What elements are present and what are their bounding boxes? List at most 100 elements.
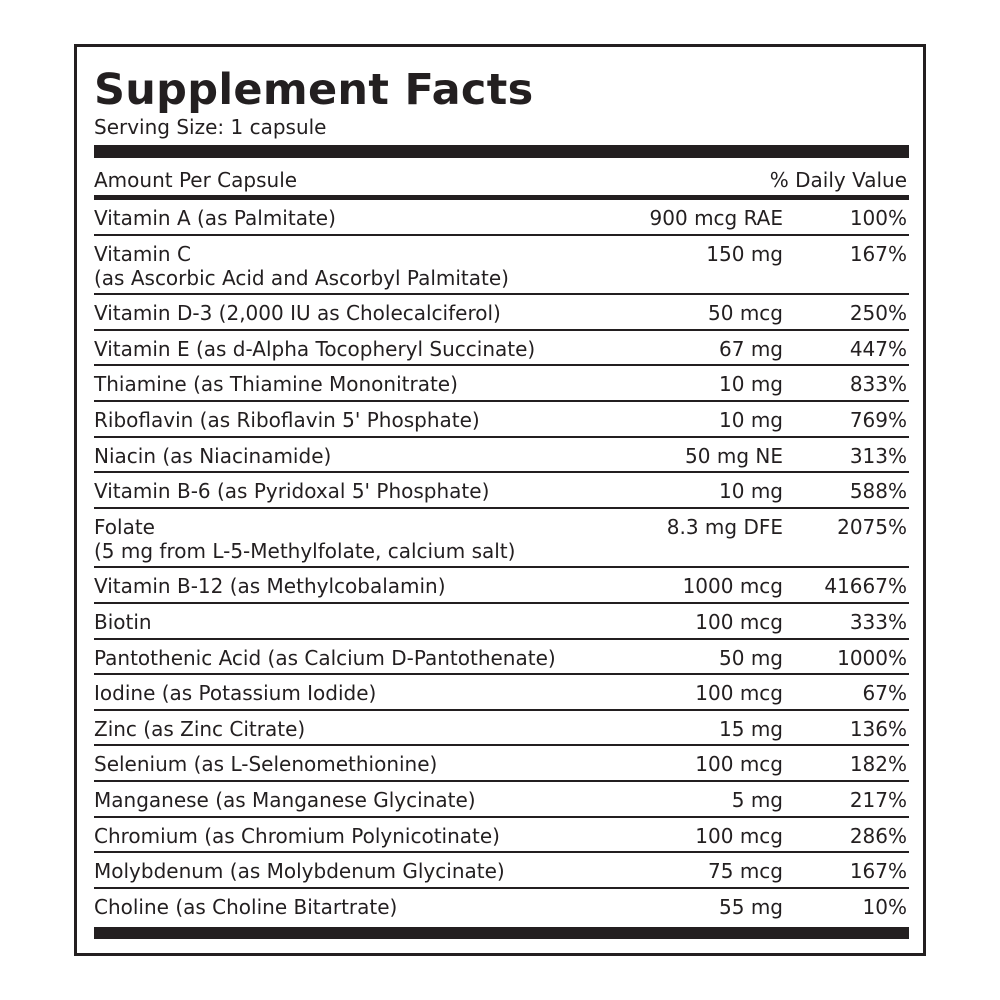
nutrient-label: Vitamin B-6 (as Pyridoxal 5' Phosphate)	[94, 479, 489, 503]
nutrient-label: Zinc (as Zinc Citrate)	[94, 717, 305, 741]
nutrient-row: Zinc (as Zinc Citrate) 15 mg 136%	[94, 711, 909, 747]
nutrient-name: Iodine (as Potassium Iodide)	[94, 681, 377, 706]
nutrient-amount: 100 mcg	[695, 752, 783, 777]
nutrient-table: Vitamin A (as Palmitate) 900 mcg RAE 100…	[94, 200, 909, 922]
nutrient-row: Riboflavin (as Riboflavin 5' Phosphate) …	[94, 402, 909, 438]
nutrient-amount: 150 mg	[706, 241, 783, 266]
nutrient-amount: 1000 mcg	[682, 574, 783, 599]
nutrient-label: Vitamin E (as d-Alpha Tocopheryl Succina…	[94, 337, 535, 361]
nutrient-name: Vitamin C	[94, 241, 191, 266]
nutrient-amount: 10 mg	[719, 372, 783, 397]
nutrient-row: Folate (5 mg from L-5-Methylfolate, calci…	[94, 509, 909, 569]
nutrient-label: Iodine (as Potassium Iodide)	[94, 681, 376, 705]
nutrient-name: Vitamin B-12 (as Methylcobalamin)	[94, 574, 446, 599]
column-header: Amount Per Capsule % Daily Value	[94, 163, 909, 197]
daily-value-header: % Daily Value	[769, 168, 907, 192]
nutrient-row: Manganese (as Manganese Glycinate) 5 mg …	[94, 782, 909, 818]
nutrient-name: Manganese (as Manganese Glycinate)	[94, 787, 476, 812]
nutrient-name: Vitamin A (as Palmitate)	[94, 206, 336, 230]
nutrient-amount: 67 mg	[719, 336, 783, 361]
nutrient-amount: 900 mcg RAE	[649, 206, 783, 230]
nutrient-label: Chromium (as Chromium Polynicotinate)	[94, 824, 500, 848]
nutrient-row: Biotin 100 mcg 333%	[94, 604, 909, 640]
nutrient-name: Vitamin D-3 (2,000 IU as Cholecalciferol…	[94, 301, 501, 326]
nutrient-row: Vitamin C (as Ascorbic Acid and Ascorbyl …	[94, 236, 909, 296]
nutrient-amount: 50 mg NE	[685, 443, 783, 468]
nutrient-row: Vitamin A (as Palmitate) 900 mcg RAE 100…	[94, 200, 909, 236]
nutrient-name: Pantothenic Acid (as Calcium D-Pantothen…	[94, 645, 556, 670]
nutrient-label: Manganese (as Manganese Glycinate)	[94, 788, 476, 812]
nutrient-row: Choline (as Choline Bitartrate) 55 mg 10…	[94, 889, 909, 923]
nutrient-row: Chromium (as Chromium Polynicotinate) 10…	[94, 818, 909, 854]
nutrient-amount: 10 mg	[719, 479, 783, 504]
nutrient-amount: 50 mcg	[708, 301, 783, 326]
nutrient-label: Pantothenic Acid (as Calcium D-Pantothen…	[94, 646, 556, 670]
serving-size: Serving Size: 1 capsule	[94, 115, 327, 139]
nutrient-name: Vitamin E (as d-Alpha Tocopheryl Succina…	[94, 336, 536, 361]
nutrient-daily-value: 100%	[849, 206, 907, 230]
bottom-divider	[94, 927, 909, 939]
nutrient-row: Vitamin E (as d-Alpha Tocopheryl Succina…	[94, 331, 909, 367]
thick-divider	[94, 145, 909, 158]
nutrient-name: Biotin	[94, 609, 152, 634]
supplement-facts-panel: Supplement Facts Serving Size: 1 capsule…	[74, 44, 926, 956]
nutrient-daily-value: 333%	[849, 609, 907, 634]
nutrient-daily-value: 136%	[849, 716, 907, 741]
nutrient-label: Biotin	[94, 610, 152, 634]
nutrient-row: Vitamin B-12 (as Methylcobalamin) 1000 m…	[94, 568, 909, 604]
nutrient-daily-value: 167%	[849, 241, 907, 266]
nutrient-amount: 75 mcg	[708, 859, 783, 884]
nutrient-amount: 15 mg	[719, 716, 783, 741]
nutrient-amount: 8.3 mg DFE	[666, 514, 783, 539]
nutrient-daily-value: 217%	[849, 787, 907, 812]
nutrient-amount: 5 mg	[731, 787, 783, 812]
nutrient-row: Thiamine (as Thiamine Mononitrate) 10 mg…	[94, 366, 909, 402]
nutrient-daily-value: 182%	[849, 752, 907, 777]
nutrient-daily-value: 250%	[849, 301, 907, 326]
nutrient-source: (5 mg from L-5-Methylfolate, calcium sal…	[94, 538, 516, 563]
nutrient-daily-value: 313%	[849, 443, 907, 468]
label-title: Supplement Facts	[94, 65, 534, 115]
nutrient-label: Vitamin A (as Palmitate)	[94, 206, 336, 230]
nutrient-label: Vitamin D-3 (2,000 IU as Cholecalciferol…	[94, 301, 501, 325]
nutrient-amount: 55 mg	[719, 894, 783, 919]
nutrient-label: Folate (5 mg from L-5-Methylfolate, calci…	[94, 515, 515, 563]
nutrient-label: Niacin (as Niacinamide)	[94, 444, 331, 468]
nutrient-label: Choline (as Choline Bitartrate)	[94, 895, 397, 919]
nutrient-row: Molybdenum (as Molybdenum Glycinate) 75 …	[94, 853, 909, 889]
nutrient-row: Vitamin D-3 (2,000 IU as Cholecalciferol…	[94, 295, 909, 331]
nutrient-amount: 10 mg	[719, 407, 783, 432]
nutrient-amount: 50 mg	[719, 645, 783, 670]
nutrient-daily-value: 447%	[849, 336, 907, 361]
nutrient-row: Pantothenic Acid (as Calcium D-Pantothen…	[94, 640, 909, 676]
nutrient-name: Niacin (as Niacinamide)	[94, 443, 332, 468]
amount-header: Amount Per Capsule	[94, 168, 298, 192]
nutrient-row: Iodine (as Potassium Iodide) 100 mcg 67%	[94, 675, 909, 711]
nutrient-name: Selenium (as L-Selenomethionine)	[94, 752, 438, 777]
nutrient-daily-value: 10%	[862, 894, 907, 919]
nutrient-daily-value: 769%	[849, 407, 907, 432]
nutrient-source: (as Ascorbic Acid and Ascorbyl Palmitate…	[94, 265, 509, 290]
nutrient-daily-value: 588%	[849, 479, 907, 504]
nutrient-daily-value: 833%	[849, 372, 907, 397]
nutrient-row: Niacin (as Niacinamide) 50 mg NE 313%	[94, 438, 909, 474]
nutrient-row: Vitamin B-6 (as Pyridoxal 5' Phosphate) …	[94, 473, 909, 509]
nutrient-amount: 100 mcg	[695, 609, 783, 634]
nutrient-name: Thiamine (as Thiamine Mononitrate)	[94, 372, 458, 397]
nutrient-name: Folate	[94, 514, 155, 539]
nutrient-daily-value: 286%	[849, 823, 907, 848]
nutrient-daily-value: 67%	[862, 681, 907, 706]
nutrient-name: Zinc (as Zinc Citrate)	[94, 716, 306, 741]
nutrient-label: Selenium (as L-Selenomethionine)	[94, 752, 437, 776]
nutrient-amount: 100 mcg	[695, 681, 783, 706]
nutrient-daily-value: 2075%	[837, 514, 907, 539]
nutrient-name: Molybdenum (as Molybdenum Glycinate)	[94, 859, 505, 884]
nutrient-name: Choline (as Choline Bitartrate)	[94, 894, 398, 919]
nutrient-row: Selenium (as L-Selenomethionine) 100 mcg…	[94, 746, 909, 782]
nutrient-name: Chromium (as Chromium Polynicotinate)	[94, 823, 500, 848]
nutrient-name: Riboflavin (as Riboflavin 5' Phosphate)	[94, 407, 480, 432]
nutrient-label: Riboflavin (as Riboflavin 5' Phosphate)	[94, 408, 480, 432]
nutrient-daily-value: 41667%	[824, 574, 907, 599]
nutrient-label: Vitamin B-12 (as Methylcobalamin)	[94, 574, 446, 598]
header-divider	[94, 195, 909, 200]
